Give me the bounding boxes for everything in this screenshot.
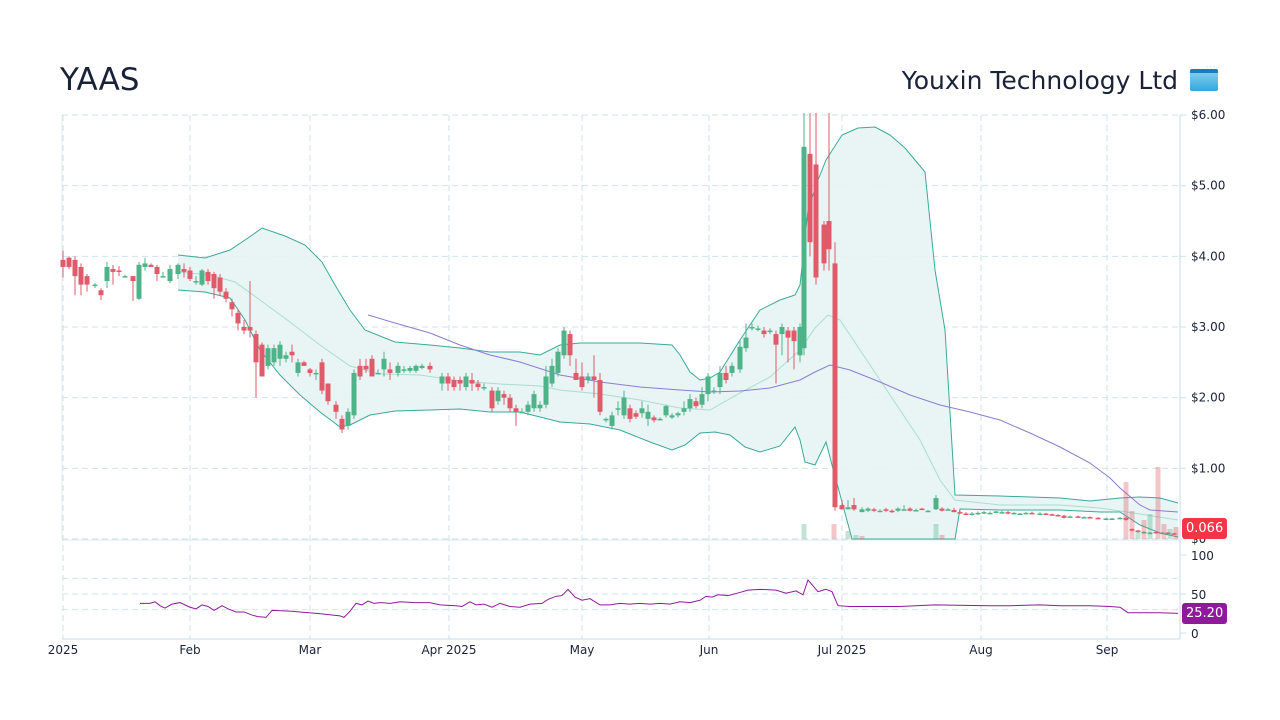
- rsi-axis-label: 100: [1191, 549, 1214, 563]
- time-axis-label: Feb: [179, 643, 200, 657]
- last-price-badge: 0.066: [1182, 518, 1228, 539]
- price-axis-label: $5.00: [1191, 179, 1225, 193]
- time-axis-label: Jun: [699, 643, 719, 657]
- price-axis-label: $6.00: [1191, 108, 1225, 122]
- time-axis-label: 2025: [48, 643, 79, 657]
- volume-bars: [801, 467, 1179, 539]
- rsi-axis-label: 0: [1191, 627, 1199, 641]
- candlesticks: [60, 113, 1177, 535]
- company-name: Youxin Technology Ltd: [901, 66, 1178, 95]
- price-axis-label: $3.00: [1191, 320, 1225, 334]
- bollinger-bands: [177, 126, 1179, 540]
- rsi-line: [140, 578, 1179, 618]
- time-axis-label: Jul 2025: [817, 643, 867, 657]
- browser-window-icon: [1190, 64, 1218, 91]
- ticker-symbol: YAAS: [60, 62, 140, 98]
- price-axis-label: $2.00: [1191, 391, 1225, 405]
- price-axis-label: $4.00: [1191, 249, 1225, 263]
- last-rsi-badge: 25.20: [1182, 603, 1228, 624]
- time-axis-label: Sep: [1096, 643, 1119, 657]
- time-axis-label: May: [570, 643, 595, 657]
- rsi-axis-label: 50: [1191, 588, 1206, 602]
- time-axis-label: Aug: [969, 643, 992, 657]
- sma-line: [367, 314, 1179, 513]
- time-axis-label: Apr 2025: [421, 643, 476, 657]
- time-axis-label: Mar: [299, 643, 322, 657]
- price-axis-label: $1.00: [1191, 461, 1225, 475]
